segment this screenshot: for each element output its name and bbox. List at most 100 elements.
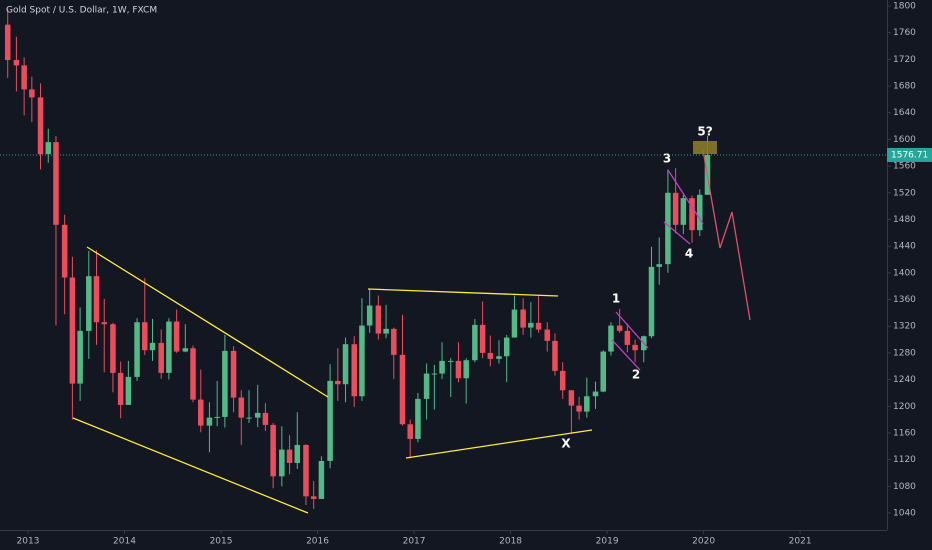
candle-body	[576, 405, 582, 412]
channel-line	[663, 221, 691, 245]
candle-body	[93, 276, 100, 323]
candle-body	[53, 142, 59, 225]
y-tick-label: 1600	[893, 135, 916, 145]
y-tick-label: 1160	[893, 428, 916, 438]
y-tick-label: 1080	[893, 482, 916, 492]
candle-body	[447, 360, 454, 362]
candle-body	[600, 351, 606, 392]
candle-body	[262, 412, 269, 425]
candle-body	[375, 305, 382, 334]
y-tick-label: 1040	[893, 508, 916, 518]
candle-body	[69, 277, 76, 384]
trend-line	[72, 417, 309, 514]
candle-body	[680, 198, 687, 225]
y-tick-label: 1320	[893, 322, 916, 332]
candle-body	[608, 325, 614, 352]
wave-label: 3	[663, 152, 671, 166]
last-price-label: 1576.71	[891, 150, 928, 160]
candle-body	[270, 424, 276, 477]
y-tick-label: 1360	[893, 295, 916, 305]
candle-body	[479, 324, 486, 353]
candle-body	[463, 360, 469, 379]
candle-body	[101, 322, 107, 325]
candle-body	[45, 142, 52, 155]
candle-body	[149, 342, 156, 351]
candle-body	[431, 373, 438, 375]
projection-path	[702, 149, 751, 321]
candle-body	[86, 276, 92, 331]
y-tick-label: 1520	[893, 188, 916, 198]
candle-body	[697, 194, 703, 231]
trend-line	[86, 246, 329, 398]
candle-body	[286, 449, 293, 463]
candle-body	[13, 60, 20, 66]
candle-body	[182, 348, 189, 352]
wave-label: X	[561, 437, 571, 451]
candle-body	[351, 344, 357, 397]
candle-body	[616, 325, 623, 331]
target-box	[693, 141, 717, 154]
y-tick-label: 1440	[893, 242, 916, 252]
candle-body	[665, 192, 671, 265]
y-tick-label: 1280	[893, 348, 916, 358]
candle-body	[544, 329, 551, 341]
candle-body	[535, 322, 542, 330]
candle-body	[632, 344, 638, 351]
candle-body	[391, 328, 397, 355]
candle-body	[61, 224, 68, 278]
candle-body	[206, 417, 213, 426]
x-tick-label: 2013	[17, 537, 40, 547]
y-tick-label: 1640	[893, 108, 916, 118]
candle-body	[318, 460, 325, 499]
channel-line	[615, 311, 649, 349]
candle-body	[134, 322, 140, 377]
candle-body	[166, 321, 172, 373]
candle-body	[125, 376, 132, 405]
candle-body	[407, 424, 413, 439]
candle-body	[4, 24, 11, 61]
wave-label: 2	[632, 368, 640, 382]
trend-line	[405, 429, 593, 459]
candle-body	[294, 444, 301, 463]
y-tick-label: 1200	[893, 402, 916, 412]
candle-body	[37, 97, 44, 155]
candle-body	[214, 416, 220, 418]
candle-body	[238, 397, 245, 418]
wave-label: 1	[612, 292, 620, 306]
wave-label: 4	[685, 247, 693, 261]
candle-body	[399, 354, 406, 425]
x-tick-label: 2016	[306, 537, 329, 547]
candle-body	[439, 360, 445, 374]
candle-body	[455, 360, 462, 379]
channel-line	[667, 169, 704, 225]
x-tick-label: 2015	[210, 537, 233, 547]
candle-body	[279, 449, 285, 477]
candle-body	[110, 324, 116, 373]
candle-body	[584, 396, 590, 412]
channel-line	[611, 339, 641, 371]
candle-body	[359, 325, 365, 397]
candle-body	[487, 352, 494, 359]
candle-body	[415, 398, 421, 439]
candle-body	[117, 372, 124, 405]
x-tick-label: 2021	[789, 537, 812, 547]
candle-body	[568, 390, 575, 406]
candle-body	[366, 305, 373, 326]
y-tick-label: 1480	[893, 215, 916, 225]
chart-title: Gold Spot / U.S. Dollar, 1W, FXCM	[6, 6, 157, 16]
candle-body	[142, 322, 148, 351]
candle-body	[254, 412, 261, 418]
candle-body	[672, 192, 679, 225]
y-tick-label: 1680	[893, 82, 916, 92]
candle-body	[173, 321, 180, 352]
candle-body	[528, 322, 534, 328]
candle-body	[342, 344, 349, 385]
candle-body	[503, 337, 510, 357]
candle-body	[383, 328, 389, 334]
last-price-box	[887, 147, 932, 162]
candle-body	[222, 350, 228, 417]
candle-body	[230, 350, 237, 398]
candle-body	[592, 391, 599, 397]
